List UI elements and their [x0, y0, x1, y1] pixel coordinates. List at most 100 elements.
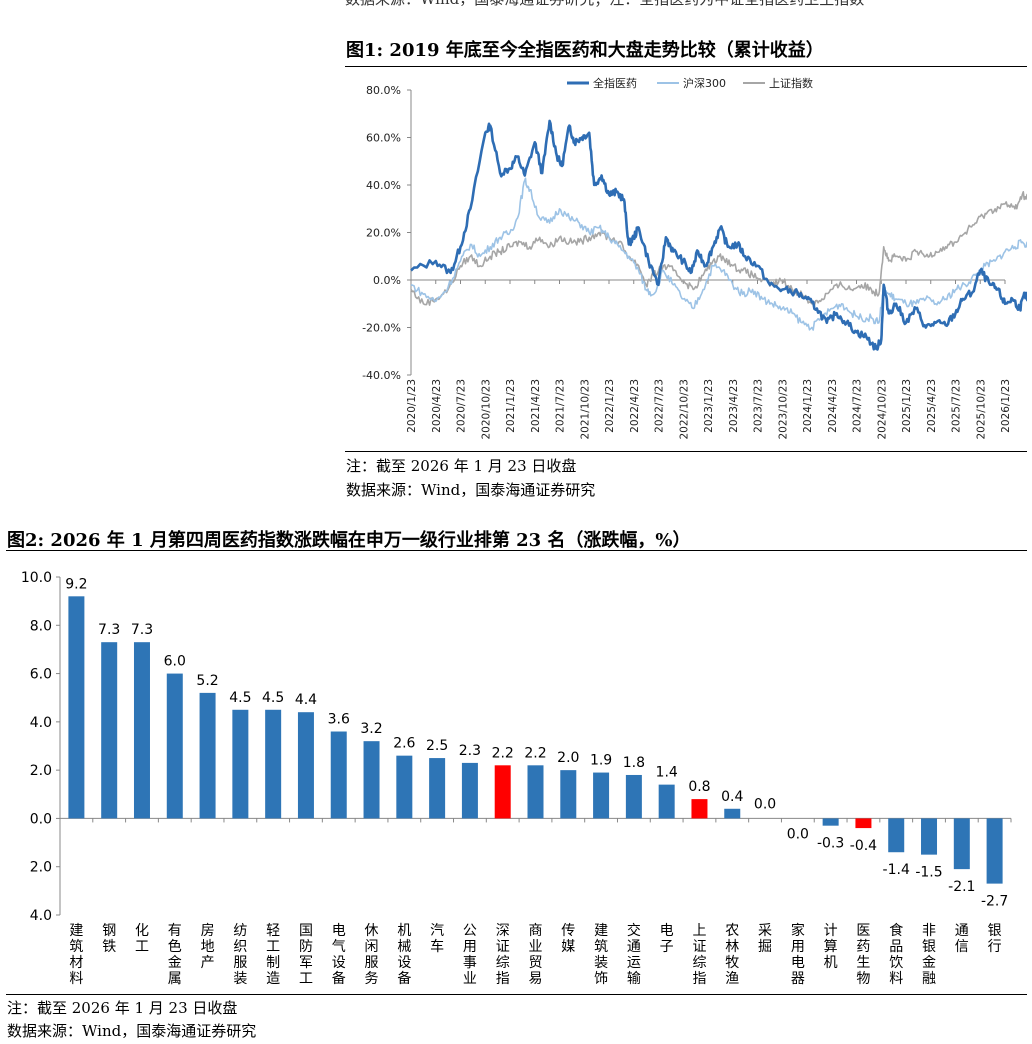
y-tick-label: 4.0 — [30, 715, 52, 731]
bar-农林牧渔 — [724, 808, 741, 819]
value-label: 1.8 — [623, 755, 645, 771]
category-label: 建筑材料 — [69, 923, 83, 987]
category-label: 建筑装饰 — [594, 923, 608, 987]
bar-计算机 — [822, 818, 839, 826]
x-tick-label: 2024/4/23 — [827, 379, 839, 433]
y-tick-label: 40.0% — [366, 179, 401, 192]
bar-chart-bars — [68, 596, 1003, 884]
category-label: 汽车 — [430, 923, 444, 955]
bar-商业贸易 — [527, 765, 544, 819]
bar-钢铁 — [101, 642, 118, 819]
clipped-source-text: 数据来源：Wind，国泰海通证券研究；注：全指医药为中证全指医药卫生指数 — [345, 0, 885, 9]
x-tick-label: 2022/10/23 — [678, 379, 690, 440]
x-tick-label: 2024/1/23 — [802, 379, 814, 433]
x-tick-label: 2021/4/23 — [530, 379, 542, 433]
x-tick-label: 2025/10/23 — [975, 379, 987, 440]
bar-交通运输 — [625, 774, 642, 819]
bar-机械设备 — [396, 755, 413, 819]
category-label: 休闲服务 — [365, 923, 379, 987]
y-tick-label: 80.0% — [366, 84, 401, 97]
y-tick-label: 2.0 — [30, 860, 52, 876]
x-tick-label: 2020/1/23 — [406, 379, 418, 433]
bar-国防军工 — [297, 712, 314, 819]
category-label: 房地产 — [201, 923, 215, 971]
category-label: 深证综指 — [496, 923, 510, 987]
bar-食品饮料 — [888, 818, 905, 853]
value-label: 0.0 — [754, 796, 776, 812]
category-label: 机械设备 — [397, 923, 411, 987]
legend-label: 沪深300 — [683, 76, 726, 90]
x-tick-label: 2021/1/23 — [505, 379, 517, 433]
bar-建筑材料 — [68, 596, 85, 819]
bar-公用事业 — [461, 762, 478, 819]
bar-银行 — [986, 818, 1003, 884]
category-label: 食品饮料 — [889, 922, 903, 987]
category-label: 交通运输 — [627, 922, 641, 987]
figure1-source: 数据来源：Wind，国泰海通证券研究 — [346, 481, 596, 499]
value-label: 2.3 — [459, 743, 481, 759]
x-tick-label: 2025/4/23 — [926, 379, 938, 433]
category-label: 医药生物 — [856, 923, 870, 987]
figure2-source: 数据来源：Wind，国泰海通证券研究 — [7, 1022, 257, 1040]
bar-轻工制造 — [265, 709, 282, 819]
y-tick-label: 6.0 — [30, 667, 52, 683]
value-label: 2.2 — [524, 745, 546, 761]
value-label: 1.9 — [590, 753, 612, 769]
y-tick-label: 8.0 — [30, 618, 52, 634]
series-line-1 — [410, 119, 1027, 351]
value-label: 3.6 — [328, 712, 350, 728]
bar-chart-value-labels: 9.2 7.3 7.3 6.0 5.2 4.5 4.5 4.4 3.6 3.2 2.6 2.5 2.3 2… — [65, 576, 1008, 909]
category-label: 化工 — [135, 923, 149, 955]
value-label: 0.8 — [688, 779, 710, 795]
value-label: 7.3 — [131, 622, 153, 638]
figure1-bottom-rule — [345, 451, 1027, 452]
x-tick-label: 2021/10/23 — [579, 379, 591, 440]
category-label: 通信 — [955, 923, 969, 955]
category-label: 钢铁 — [102, 923, 116, 955]
x-tick-label: 2024/7/23 — [852, 379, 864, 433]
value-label: -1.5 — [915, 865, 942, 881]
category-label: 家用电器 — [791, 922, 805, 987]
value-label: 6.0 — [164, 654, 186, 670]
bar-有色金属 — [166, 673, 183, 819]
category-label: 农林牧渔 — [725, 923, 739, 987]
category-label: 轻工制造 — [266, 923, 280, 987]
figure2-note: 注：截至 2026 年 1 月 23 日收盘 — [7, 999, 238, 1017]
series-line-2 — [410, 177, 1027, 331]
value-label: 2.5 — [426, 738, 448, 754]
x-tick-label: 2025/7/23 — [951, 379, 963, 433]
line-chart-axes: 80.0% 60.0% 40.0% 20.0% 0.0% -20.0% -40.0% 2020… — [362, 84, 1012, 440]
bar-医药生物 — [855, 818, 872, 829]
line-chart-legend: 全指医药 沪深300 上证指数 — [567, 76, 813, 90]
x-tick-label: 2022/4/23 — [629, 379, 641, 433]
x-tick-label: 2023/7/23 — [753, 379, 765, 433]
category-label: 银行 — [988, 923, 1002, 955]
y-tick-label: 20.0% — [366, 227, 401, 240]
value-label: 2.2 — [492, 745, 514, 761]
bar-化工 — [133, 642, 150, 819]
x-tick-label: 2022/7/23 — [654, 379, 666, 433]
x-tick-label: 2021/7/23 — [555, 379, 567, 433]
y-tick-label: 60.0% — [366, 132, 401, 145]
series-line-3 — [410, 191, 1027, 307]
x-tick-label: 2020/7/23 — [456, 379, 468, 433]
value-label: -0.3 — [817, 836, 844, 852]
category-label: 电子 — [660, 923, 674, 955]
bar-非银金融 — [921, 818, 938, 855]
figure2-title: 图2: 2026 年 1 月第四周医药指数涨跌幅在申万一级行业排第 23 名（涨… — [7, 530, 691, 551]
x-tick-label: 2026/1/23 — [1000, 379, 1012, 433]
bar-传媒 — [560, 770, 577, 819]
category-label: 商业贸易 — [529, 923, 543, 987]
category-label: 上证综指 — [692, 923, 706, 987]
value-label: 4.4 — [295, 692, 317, 708]
y-tick-label: 2.0 — [30, 763, 52, 779]
category-label: 纺织服装 — [233, 923, 247, 987]
category-label: 传媒 — [561, 923, 575, 955]
y-tick-label: -40.0% — [362, 369, 401, 382]
value-label: -0.4 — [850, 838, 877, 854]
value-label: 3.2 — [360, 721, 382, 737]
y-tick-label: 10.0 — [21, 570, 52, 586]
bar-chart-axes: 10.0 8.0 6.0 4.0 2.0 0.0 2.0 4.0 — [21, 570, 1012, 924]
y-tick-label: 0.0 — [30, 811, 52, 827]
